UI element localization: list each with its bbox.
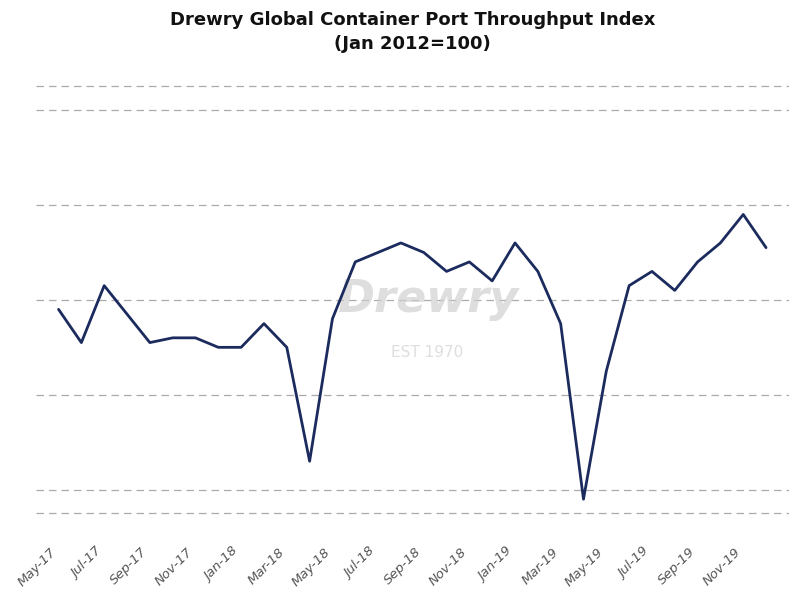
Title: Drewry Global Container Port Throughput Index
(Jan 2012=100): Drewry Global Container Port Throughput … [170, 11, 655, 53]
Text: Drewry: Drewry [337, 278, 518, 322]
Text: EST 1970: EST 1970 [391, 344, 463, 359]
